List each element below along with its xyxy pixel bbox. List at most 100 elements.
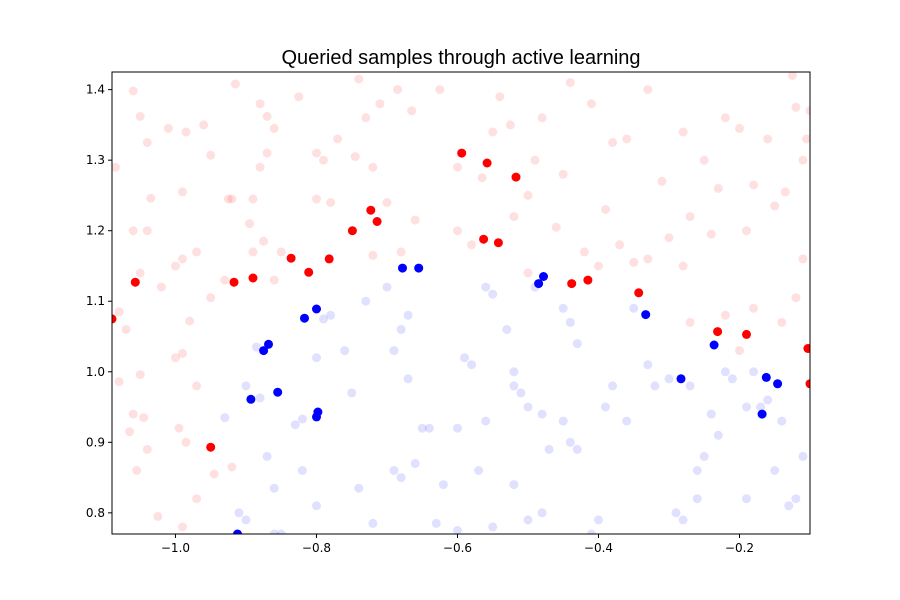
background-point xyxy=(259,236,269,246)
background-point xyxy=(269,483,279,493)
queried-point xyxy=(248,273,258,283)
background-point xyxy=(791,494,801,504)
x-tick-label: −1.0 xyxy=(161,541,190,555)
background-point xyxy=(685,381,695,391)
background-point xyxy=(664,374,674,384)
background-point xyxy=(502,325,512,334)
background-point xyxy=(382,282,392,292)
background-point xyxy=(678,515,688,525)
background-point xyxy=(678,127,688,137)
background-point xyxy=(128,86,138,96)
queried-point xyxy=(676,374,686,384)
background-point xyxy=(142,444,152,454)
background-point xyxy=(153,511,163,521)
background-point xyxy=(114,377,124,387)
x-axis: −1.0 −0.8 −0.6 −0.4 −0.2 xyxy=(161,534,754,555)
background-point xyxy=(206,293,216,303)
background-point xyxy=(699,451,709,461)
background-point xyxy=(692,494,702,504)
background-point xyxy=(791,102,801,112)
background-point xyxy=(135,111,145,121)
background-point xyxy=(509,212,519,222)
background-point xyxy=(608,138,618,147)
background-point xyxy=(185,316,195,326)
background-point xyxy=(551,222,561,232)
queried-point xyxy=(634,288,644,298)
background-point xyxy=(601,402,610,412)
background-point xyxy=(643,85,653,95)
background-point xyxy=(252,342,261,352)
background-point xyxy=(523,268,533,278)
background-point xyxy=(230,79,240,89)
background-point xyxy=(802,134,810,144)
y-tick-label: 1.2 xyxy=(86,224,105,238)
background-point xyxy=(777,416,787,426)
queried-point xyxy=(482,158,492,168)
background-point xyxy=(382,198,392,207)
background-point xyxy=(178,187,187,197)
background-point xyxy=(467,240,477,250)
background-point xyxy=(537,409,547,419)
background-point xyxy=(742,402,751,412)
background-point xyxy=(319,314,328,324)
y-tick-label: 1.3 xyxy=(86,153,105,167)
background-point xyxy=(139,413,149,423)
background-point xyxy=(516,388,526,398)
background-point xyxy=(297,466,307,475)
background-point xyxy=(178,348,187,358)
background-point xyxy=(495,92,505,102)
background-point xyxy=(121,325,131,334)
background-point xyxy=(389,346,399,356)
queried-point xyxy=(713,327,723,337)
background-point xyxy=(396,473,406,483)
background-point xyxy=(396,325,406,334)
background-point xyxy=(664,233,674,243)
queried-point xyxy=(366,205,376,215)
background-point xyxy=(403,374,413,384)
background-point xyxy=(435,85,445,95)
background-point xyxy=(297,414,307,424)
queried-point xyxy=(457,148,467,158)
background-point xyxy=(756,402,766,412)
background-point xyxy=(735,346,744,356)
background-point xyxy=(262,148,272,158)
queried-point xyxy=(534,279,544,289)
background-point xyxy=(220,413,230,423)
background-point xyxy=(431,518,441,528)
queried-point xyxy=(493,238,503,248)
queried-point xyxy=(479,234,489,244)
background-point xyxy=(354,483,364,493)
background-point xyxy=(523,190,533,200)
background-point xyxy=(777,317,787,327)
queried-point xyxy=(233,529,242,534)
background-point xyxy=(713,183,723,193)
background-point xyxy=(622,134,632,144)
background-point xyxy=(163,123,173,133)
background-point xyxy=(537,508,547,518)
y-axis: 0.8 0.9 1.0 1.1 1.2 1.3 1.4 xyxy=(86,83,112,520)
background-point xyxy=(643,254,653,264)
background-point xyxy=(770,201,780,211)
background-point xyxy=(780,187,790,197)
background-point xyxy=(125,427,135,437)
background-point xyxy=(657,176,667,186)
background-point xyxy=(276,529,286,534)
background-point xyxy=(477,173,487,183)
background-point xyxy=(276,247,286,257)
background-point xyxy=(146,193,156,203)
background-point xyxy=(417,423,427,433)
queried-point xyxy=(246,394,256,404)
background-point xyxy=(347,388,357,398)
background-point xyxy=(509,480,519,490)
background-point xyxy=(586,529,596,534)
background-point xyxy=(685,212,695,222)
background-point xyxy=(132,466,142,475)
background-point xyxy=(685,317,695,327)
background-point xyxy=(720,310,730,320)
background-point xyxy=(178,522,187,532)
queried-point xyxy=(539,272,548,281)
background-point xyxy=(608,381,618,391)
background-point xyxy=(142,138,152,147)
background-point xyxy=(174,423,184,433)
